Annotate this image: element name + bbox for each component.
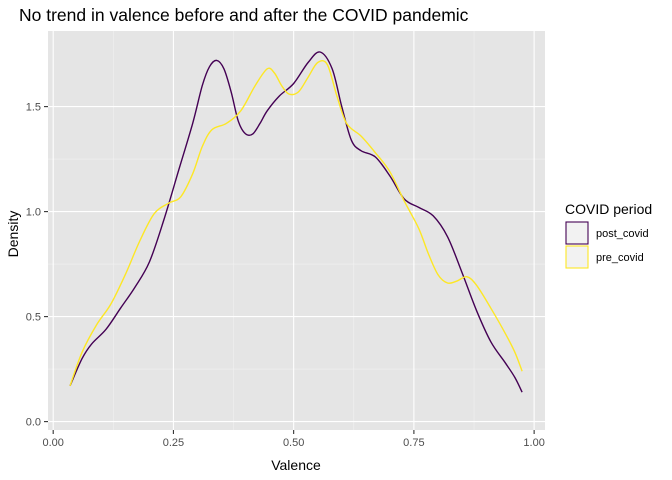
x-tick-label: 0.50 <box>283 437 304 449</box>
minor-gridlines <box>48 31 545 430</box>
legend: COVID period post_covid pre_covid <box>565 201 652 269</box>
legend-title: COVID period <box>565 201 652 217</box>
series-line-post-covid <box>69 51 523 393</box>
x-tick-label: 0.25 <box>163 437 184 449</box>
major-gridlines <box>48 31 545 430</box>
x-axis-ticks: 0.00 0.25 0.50 0.75 1.00 <box>42 430 545 449</box>
x-axis-title: Valence <box>271 457 321 473</box>
x-tick-label: 1.00 <box>523 437 544 449</box>
y-axis-title: Density <box>5 211 21 258</box>
density-curves <box>69 51 523 393</box>
x-tick-label: 0.00 <box>42 437 63 449</box>
y-tick-label: 0.0 <box>26 417 41 429</box>
legend-key-pre-covid <box>565 245 589 269</box>
legend-label-pre-covid: pre_covid <box>596 252 644 264</box>
series-line-pre-covid <box>69 59 523 387</box>
legend-key-post-covid <box>565 221 589 245</box>
y-tick-label: 1.5 <box>26 102 41 114</box>
legend-label-post-covid: post_covid <box>596 228 649 240</box>
plot-panel <box>48 31 545 430</box>
x-tick-label: 0.75 <box>403 437 424 449</box>
chart-title: No trend in valence before and after the… <box>19 5 469 25</box>
y-axis-ticks: 0.0 0.5 1.0 1.5 <box>26 102 48 429</box>
y-tick-label: 1.0 <box>26 207 41 219</box>
y-tick-label: 0.5 <box>26 312 41 324</box>
